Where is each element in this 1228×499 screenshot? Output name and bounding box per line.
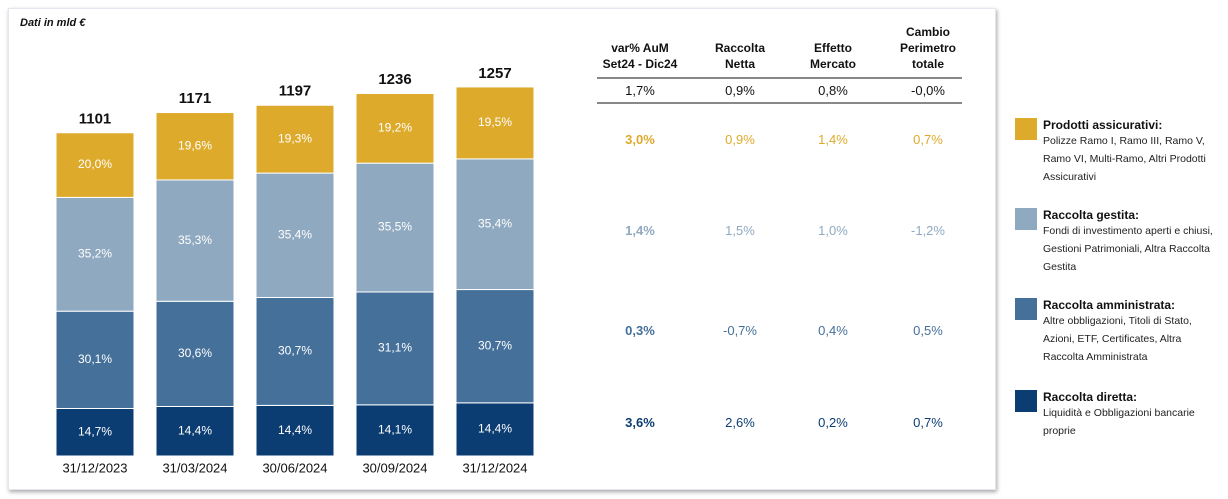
segment-label: 19,2%: [378, 120, 412, 134]
bar-segment: [455, 86, 535, 160]
total-cell: 1,7%: [625, 83, 655, 98]
bar-segment: [455, 402, 535, 457]
segment-label: 14,7%: [78, 424, 112, 438]
subtitle: Dati in mld €: [20, 17, 86, 29]
bar-segment: [155, 179, 235, 302]
legend-description: Altre obbligazioni, Titoli di Stato, Azi…: [1043, 315, 1192, 363]
legend-title: Prodotti assicurativi:: [1043, 118, 1163, 132]
segment-label: 19,3%: [278, 131, 312, 145]
column-header: Effetto Mercato: [809, 41, 856, 71]
table-cell: 3,6%: [625, 415, 655, 430]
legend-swatch: [1015, 208, 1037, 230]
table-cell: 0,3%: [625, 323, 655, 338]
total-label: 1197: [279, 83, 312, 100]
total-label: 1236: [378, 71, 411, 88]
total-cell: 0,8%: [818, 83, 848, 98]
table-cell: 0,7%: [913, 132, 943, 147]
bar-segment: [55, 310, 135, 409]
bar-segment: [155, 112, 235, 181]
segment-label: 19,6%: [178, 138, 212, 152]
legend-title: Raccolta amministrata:: [1043, 298, 1176, 312]
segment-label: 19,5%: [478, 115, 512, 129]
table-cell: 0,7%: [913, 415, 943, 430]
segment-label: 14,4%: [478, 422, 512, 436]
table-cell: 1,4%: [625, 223, 655, 238]
legend-swatch: [1015, 298, 1037, 320]
segment-label: 35,3%: [178, 233, 212, 247]
legend-item: Raccolta amministrata: Altre obbligazioni…: [1015, 298, 1225, 366]
legend-description: Polizze Ramo I, Ramo III, Ramo V, Ramo V…: [1043, 135, 1206, 183]
segment-label: 30,7%: [478, 338, 512, 352]
table-cell: 0,2%: [818, 415, 848, 430]
segment-label: 35,5%: [378, 220, 412, 234]
x-tick-label: 30/06/2024: [262, 460, 327, 475]
bar-segment: [455, 289, 535, 404]
x-tick-label: 31/03/2024: [162, 460, 227, 475]
segment-label: 35,4%: [278, 227, 312, 241]
legend-swatch: [1015, 118, 1037, 140]
bar-segment: [355, 92, 435, 164]
bar-segment: [355, 404, 435, 457]
legend-title: Raccolta diretta:: [1043, 390, 1138, 404]
total-label: 1171: [179, 90, 212, 107]
bar-segment: [355, 291, 435, 406]
bar-segment: [255, 172, 335, 299]
table-cell: -0,7%: [723, 323, 757, 338]
bar-segment: [255, 297, 335, 406]
bar-segment: [455, 158, 535, 291]
column-header: Raccolta Netta: [714, 41, 766, 71]
column-header: Cambio Perimetro totale: [899, 25, 957, 71]
bar-segment: [155, 405, 235, 457]
bar-segment: [55, 132, 135, 198]
segment-label: 31,1%: [378, 341, 412, 355]
legend-description: Liquidità e Obbligazioni bancarie propri…: [1043, 407, 1195, 437]
segment-label: 14,4%: [278, 423, 312, 437]
segment-label: 35,4%: [478, 216, 512, 230]
legend-description: Fondi di investimento aperti e chiusi, G…: [1043, 225, 1213, 273]
segment-label: 20,0%: [78, 157, 112, 171]
x-tick-label: 31/12/2023: [62, 460, 127, 475]
table-cell: 3,0%: [625, 132, 655, 147]
bar-segment: [355, 162, 435, 293]
segment-label: 35,2%: [78, 246, 112, 260]
segment-label: 30,7%: [278, 344, 312, 358]
table-cell: -1,2%: [911, 223, 945, 238]
table-cell: 1,4%: [818, 132, 848, 147]
legend-item: Prodotti assicurativi: Polizze Ramo I, Ra…: [1015, 118, 1225, 186]
legend-title: Raccolta gestita:: [1043, 208, 1140, 222]
table-cell: 1,0%: [818, 223, 848, 238]
bar-segment: [55, 196, 135, 312]
table-cell: 1,5%: [725, 223, 755, 238]
bar-segment: [155, 300, 235, 407]
segment-label: 14,4%: [178, 423, 212, 437]
total-cell: 0,9%: [725, 83, 755, 98]
bar-segment: [255, 104, 335, 174]
bar-segment: [55, 407, 135, 457]
table-cell: 0,5%: [913, 323, 943, 338]
segment-label: 30,6%: [178, 346, 212, 360]
segment-label: 14,1%: [378, 423, 412, 437]
x-tick-label: 31/12/2024: [462, 460, 527, 475]
table-cell: 0,9%: [725, 132, 755, 147]
legend-item: Raccolta diretta: Liquidità e Obbligazion…: [1015, 390, 1225, 440]
total-cell: -0,0%: [911, 83, 945, 98]
segment-label: 30,1%: [78, 352, 112, 366]
total-label: 1101: [79, 111, 112, 128]
total-label: 1257: [478, 65, 511, 82]
legend-item: Raccolta gestita: Fondi di investimento a…: [1015, 208, 1225, 276]
x-tick-label: 30/09/2024: [362, 460, 427, 475]
column-header: var% AuM Set24 - Dic24: [602, 41, 678, 71]
legend-swatch: [1015, 390, 1037, 412]
table-cell: 0,4%: [818, 323, 848, 338]
table-cell: 2,6%: [725, 415, 755, 430]
bar-segment: [255, 404, 335, 457]
